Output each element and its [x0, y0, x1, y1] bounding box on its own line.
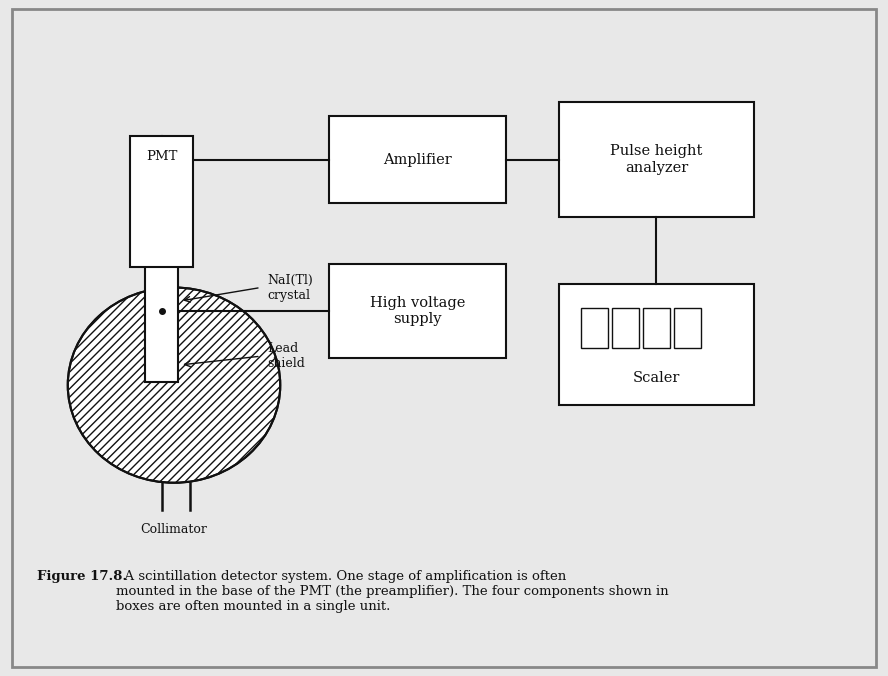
- Bar: [674, 308, 701, 348]
- Bar: [329, 264, 506, 358]
- Text: Pulse height
analyzer: Pulse height analyzer: [610, 145, 702, 174]
- Ellipse shape: [67, 287, 281, 483]
- Bar: [145, 254, 178, 382]
- Text: NaI(Tl)
crystal: NaI(Tl) crystal: [267, 274, 313, 301]
- Text: High voltage
supply: High voltage supply: [369, 296, 465, 327]
- Text: Amplifier: Amplifier: [383, 153, 452, 166]
- Bar: [559, 102, 754, 217]
- Bar: [643, 308, 670, 348]
- Bar: [130, 136, 194, 267]
- Bar: [612, 308, 638, 348]
- Bar: [329, 116, 506, 203]
- Text: Collimator: Collimator: [140, 523, 208, 536]
- Text: Scaler: Scaler: [633, 371, 680, 385]
- Text: PMT: PMT: [146, 149, 178, 163]
- Text: A scintillation detector system. One stage of amplification is often
mounted in : A scintillation detector system. One sta…: [116, 571, 669, 613]
- Bar: [559, 284, 754, 406]
- Text: Figure 17.8.: Figure 17.8.: [36, 571, 127, 583]
- Bar: [582, 308, 607, 348]
- Text: Lead
shield: Lead shield: [267, 342, 305, 370]
